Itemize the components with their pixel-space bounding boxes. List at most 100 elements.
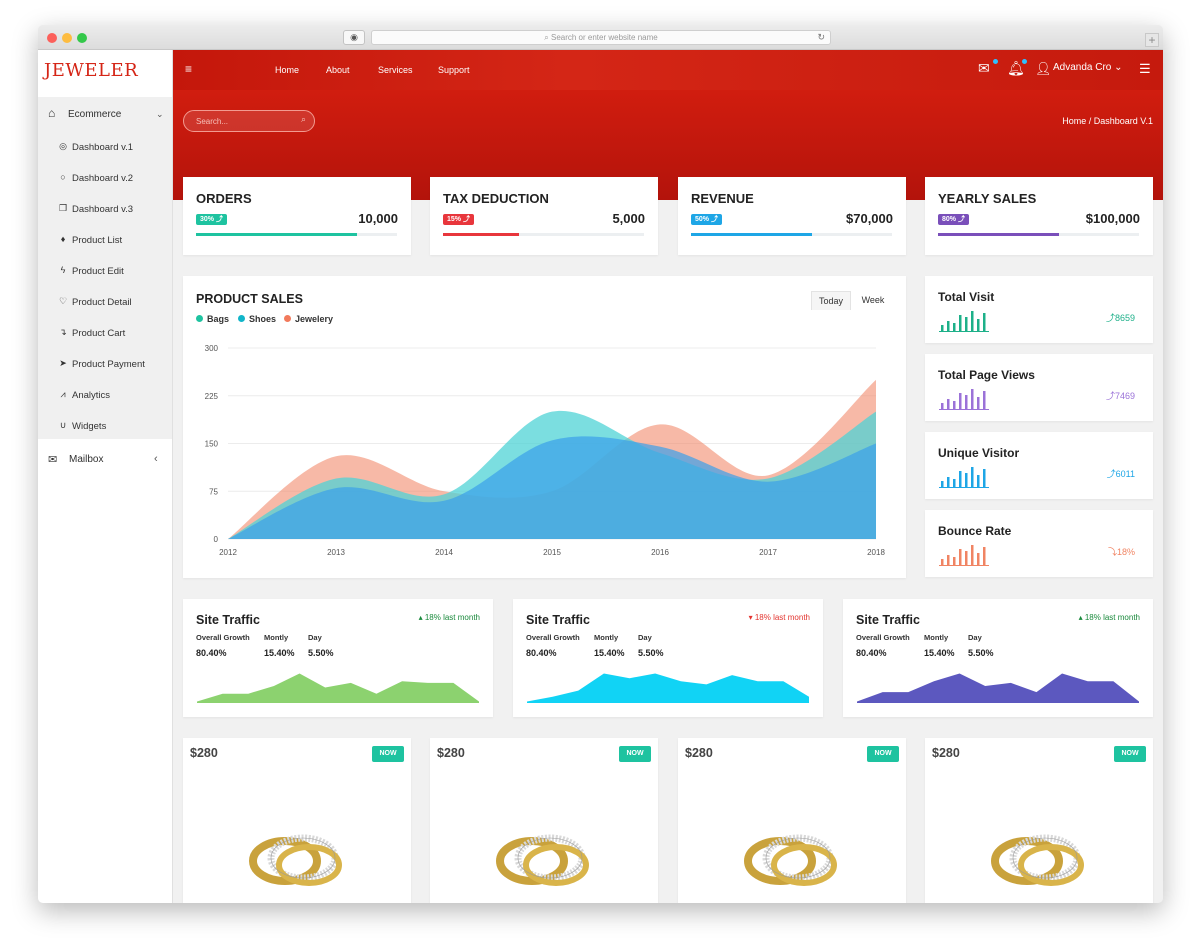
mini-bar [959,315,962,331]
mini-bar [977,553,980,565]
mini-stat-title: Total Visit [938,290,995,304]
sidebar-item-product-payment[interactable]: ➤ Product Payment [57,358,172,374]
stat-card-yearly-sales: YEARLY SALES 80% ⤴ $100,000 [925,177,1153,255]
user-menu[interactable]: Advanda Cro ⌄ [1053,62,1123,73]
mini-stat-title: Unique Visitor [938,446,1020,460]
ring-band-outline [270,837,336,879]
nav-link-services[interactable]: Services [378,65,413,75]
server-icon[interactable]: ☰ [1139,61,1151,76]
product-card[interactable]: $280 NOW [678,738,906,903]
x-tick-label: 2013 [327,548,345,557]
sidebar-item-dashboard-v2[interactable]: ○ Dashboard v.2 [57,172,172,188]
mini-bar [959,549,962,565]
reload-icon[interactable]: ↻ [817,32,825,42]
buy-now-button[interactable]: NOW [619,746,651,762]
mini-bar-chart [939,389,989,410]
privacy-shield-icon[interactable]: ◉ [343,30,365,45]
stat-title: REVENUE [691,191,754,206]
search-icon[interactable]: ⌕ [300,114,306,124]
sidebar-item-product-list[interactable]: ♦ Product List [57,234,172,250]
sidebar-item-label: Widgets [72,421,107,432]
x-tick-label: 2012 [219,548,237,557]
stat-card-orders: ORDERS 30% ⤴ 10,000 [183,177,411,255]
series-area-shoes[interactable] [228,436,876,539]
ring-image [249,834,342,886]
legend-label: Jewelery [295,314,334,324]
sidebar-item-product-edit[interactable]: ϟ Product Edit [57,265,172,281]
buy-now-button[interactable]: NOW [372,746,404,762]
stat-value: 5,000 [612,211,645,226]
sidebar-item-product-cart[interactable]: ↴ Product Cart [57,327,172,343]
traffic-value-overall-growth: 80.40% [196,648,227,658]
sidebar-item-dashboard-v1[interactable]: ◎ Dashboard v.1 [57,141,172,157]
legend-item-jewelery[interactable]: Jewelery [284,314,333,324]
ring-band-rose [1018,844,1084,886]
breadcrumb: Home / Dashboard V.1 [1062,116,1153,126]
bell-icon[interactable]: 🔔︎ [1007,60,1025,76]
new-tab-button[interactable]: + [1145,33,1159,47]
mini-bar [941,403,944,409]
legend-item-bags[interactable]: Bags [196,314,229,324]
nav-link-about[interactable]: About [326,65,350,75]
mini-stat-total-page-views: Total Page Views ⤴7469 [925,354,1153,421]
buy-now-button[interactable]: NOW [867,746,899,762]
mini-bar [959,393,962,409]
tab-today[interactable]: Today [811,291,851,310]
traffic-sparkline [197,673,479,703]
traffic-value-overall-growth: 80.40% [856,648,887,658]
mini-bar [965,473,968,487]
minimize-window-button[interactable] [62,33,72,43]
buy-now-button[interactable]: NOW [1114,746,1146,762]
traffic-label-day: Day [968,633,982,642]
stat-card-tax-deduction: TAX DEDUCTION 15% ⤴ 5,000 [430,177,658,255]
sidebar-item-widgets[interactable]: ∪ Widgets [57,420,172,436]
ring-image [496,834,589,886]
product-card[interactable]: $280 NOW [925,738,1153,903]
tab-week[interactable]: Week [861,295,885,305]
sidebar-item-dashboard-v3[interactable]: ❒ Dashboard v.3 [57,203,172,219]
sidebar-item-analytics[interactable]: ⩘ Analytics [57,389,172,405]
sidebar-item-label: Product Cart [72,328,126,339]
legend-item-shoes[interactable]: Shoes [238,314,276,324]
traffic-area [197,673,479,703]
mini-bar [953,479,956,487]
magnet-icon: ∪ [59,420,67,430]
product-price: $280 [932,746,960,760]
brand-logo[interactable]: JEWELER [44,60,139,81]
traffic-label-day: Day [308,633,322,642]
progress-fill [443,233,520,236]
user-avatar-icon[interactable]: 👤︎ [1035,61,1052,76]
traffic-value-day: 5.50% [968,648,994,658]
nav-link-home[interactable]: Home [275,65,300,75]
traffic-label-monthly: Montly [924,633,949,642]
bolt-icon: ϟ [60,265,66,275]
progress-track [196,233,397,236]
diamond-icon: ♦ [60,234,66,244]
traffic-value-monthly: 15.40% [594,648,625,658]
zoom-window-button[interactable] [77,33,87,43]
close-window-button[interactable] [47,33,57,43]
sidebar-item-product-detail[interactable]: ♡ Product Detail [57,296,172,312]
traffic-trend: ▴ 18% last month [418,613,480,622]
product-card[interactable]: $280 NOW [183,738,411,903]
stat-value: $100,000 [1085,211,1140,226]
sidebar-item-label: Dashboard v.2 [72,173,134,184]
mail-icon[interactable]: ✉ [978,60,990,76]
hamburger-menu-icon[interactable]: ≡ [185,62,193,76]
address-bar[interactable]: ⌕ Search or enter website name ↻ [371,30,831,45]
progress-fill [691,233,812,236]
product-price: $280 [437,746,465,760]
sidebar: JEWELER ⌂ Ecommerce ⌄ ◎ Dashboard v.1 ○ … [38,50,173,903]
product-card[interactable]: $280 NOW [430,738,658,903]
search-input[interactable] [194,114,289,128]
arrow-turn-icon: ↴ [59,327,67,337]
address-bar-placeholder: Search or enter website name [550,33,658,42]
traffic-value-monthly: 15.40% [924,648,955,658]
mini-bar [977,319,980,331]
mini-bar [977,397,980,409]
circle-icon: ○ [60,172,66,182]
nav-link-support[interactable]: Support [438,65,470,75]
stat-badge: 50% ⤴ [691,214,722,225]
mini-stat-unique-visitor: Unique Visitor ⤴6011 [925,432,1153,499]
mail-notification-dot [993,59,998,64]
